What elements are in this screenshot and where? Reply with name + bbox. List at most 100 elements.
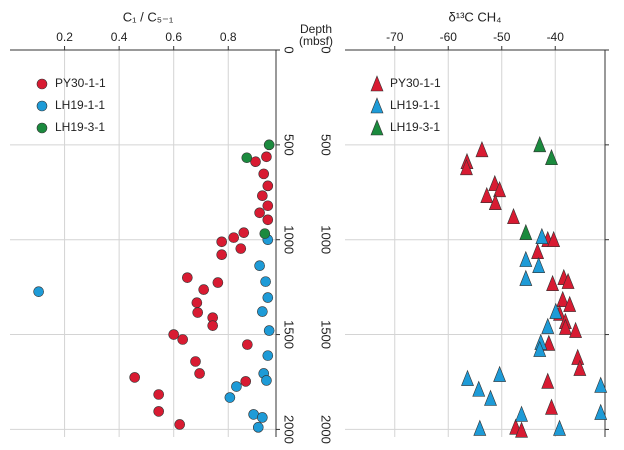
circle-marker [198, 284, 210, 295]
x-tick-label: 0.6 [165, 30, 182, 44]
legend-marker [36, 122, 48, 134]
circle-marker [224, 392, 236, 403]
y-tick-label: 0 [282, 46, 297, 53]
triangle-marker [461, 369, 474, 386]
circle-marker [263, 139, 275, 151]
triangle-marker [569, 321, 583, 338]
circle-marker [207, 320, 219, 331]
triangle-marker [473, 419, 487, 436]
legend-marker [36, 100, 48, 112]
triangle-marker [594, 376, 608, 393]
circle-marker [261, 375, 272, 386]
triangle-marker [519, 250, 533, 267]
x-axis-label: δ¹³C CH₄ [449, 9, 502, 24]
circle-marker [252, 422, 264, 433]
circle-marker [231, 381, 242, 392]
legend-label: LH19-1-1 [55, 98, 105, 112]
circle-marker [254, 207, 265, 219]
y-axis-label: Depth [300, 22, 332, 36]
triangle-marker [472, 380, 486, 397]
y-tick-label: 1000 [282, 225, 297, 254]
circle-marker [216, 249, 228, 260]
circle-marker [262, 350, 274, 361]
x-tick-label: -70 [386, 30, 404, 44]
circle-marker [254, 260, 265, 271]
x-tick-label: -50 [493, 30, 511, 44]
triangle-marker [519, 223, 533, 240]
circle-marker [191, 297, 203, 308]
circle-marker [262, 200, 274, 212]
triangle-marker [484, 389, 497, 406]
circle-marker [257, 190, 268, 201]
x-tick-label: -40 [547, 30, 565, 44]
circle-marker [241, 152, 253, 164]
circle-marker [182, 272, 193, 283]
triangle-marker [547, 230, 561, 248]
circle-marker [263, 325, 275, 336]
y-tick-label: 2000 [282, 415, 297, 444]
y-tick-label: 1500 [282, 320, 297, 349]
triangle-marker [561, 272, 575, 289]
triangle-marker [493, 181, 507, 198]
circle-marker [168, 329, 179, 340]
circle-marker [177, 334, 188, 345]
triangle-marker [533, 136, 547, 153]
circle-marker [216, 236, 228, 248]
legend-marker [370, 97, 384, 114]
triangle-marker [594, 403, 608, 420]
triangle-marker [545, 398, 558, 415]
triangle-marker [563, 295, 577, 312]
triangle-marker [546, 274, 560, 292]
legend-label: PY30-1-1 [390, 76, 441, 90]
triangle-marker [545, 148, 558, 166]
legend-marker [36, 78, 48, 90]
circle-marker [262, 180, 274, 192]
x-tick-label: 0.2 [56, 30, 73, 44]
triangle-marker [556, 290, 570, 307]
triangle-marker [515, 421, 528, 438]
triangle-marker [549, 302, 563, 319]
legend-label: LH19-3-1 [390, 120, 440, 134]
circle-marker [242, 339, 253, 350]
triangle-marker [553, 419, 566, 436]
y-tick-label: 500 [319, 134, 334, 156]
circle-marker [174, 419, 185, 430]
legend-label: LH19-1-1 [390, 98, 440, 112]
triangle-marker [493, 365, 507, 382]
circle-marker [250, 156, 261, 168]
circle-marker [153, 389, 164, 400]
x-tick-label: 0.8 [220, 30, 237, 44]
circle-marker [129, 372, 140, 383]
triangle-marker [515, 405, 528, 422]
triangle-marker [533, 340, 547, 357]
triangle-marker [519, 269, 533, 286]
circle-marker [262, 214, 274, 226]
circle-marker [238, 227, 250, 238]
y-axis-label: (mbsf) [299, 34, 333, 48]
circle-marker [260, 276, 271, 287]
triangle-marker [531, 242, 545, 259]
triangle-marker [541, 372, 555, 389]
triangle-marker [459, 158, 473, 176]
circle-marker [240, 376, 252, 387]
triangle-marker [558, 318, 572, 335]
x-tick-label: -60 [440, 30, 458, 44]
triangle-marker [507, 207, 520, 225]
y-tick-label: 1000 [319, 225, 334, 254]
circle-marker [194, 368, 205, 379]
triangle-marker [532, 256, 546, 273]
y-tick-label: 0 [319, 46, 334, 53]
legend-label: LH19-3-1 [55, 120, 105, 134]
circle-marker [192, 307, 204, 318]
circle-marker [153, 406, 164, 417]
circle-marker [258, 168, 270, 180]
circle-marker [235, 243, 247, 254]
x-axis-label: C₁ / C₅₋₁ [123, 9, 174, 24]
triangle-marker [573, 359, 587, 376]
circle-marker [212, 277, 224, 288]
triangle-marker [571, 348, 585, 365]
circle-marker [190, 356, 201, 367]
circle-marker [228, 232, 240, 243]
x-tick-label: 0.4 [111, 30, 128, 44]
